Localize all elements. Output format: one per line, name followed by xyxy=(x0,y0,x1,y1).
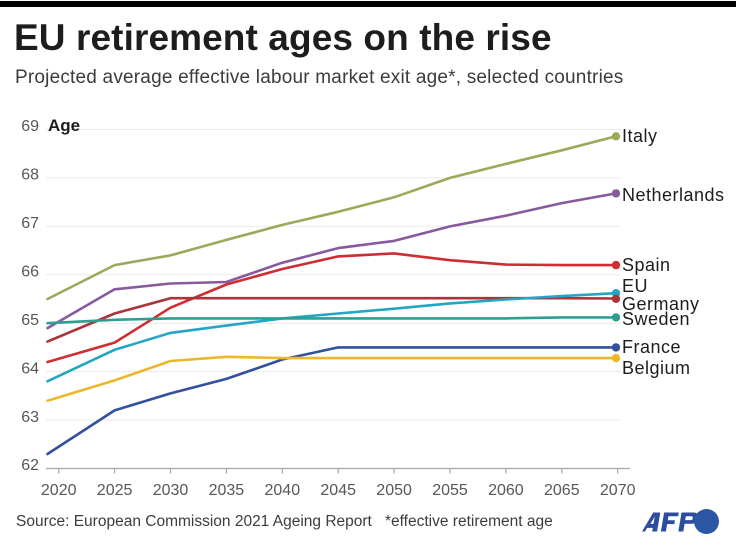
svg-text:Italy: Italy xyxy=(622,126,658,146)
svg-text:Germany: Germany xyxy=(622,294,700,314)
svg-text:64: 64 xyxy=(21,361,39,378)
svg-text:Sweden: Sweden xyxy=(622,309,690,329)
svg-text:2035: 2035 xyxy=(209,482,245,499)
svg-text:Netherlands: Netherlands xyxy=(622,185,725,205)
svg-text:68: 68 xyxy=(21,167,39,184)
svg-text:2070: 2070 xyxy=(600,482,636,499)
svg-text:EU: EU xyxy=(622,276,648,296)
svg-text:France: France xyxy=(622,337,681,357)
svg-text:2050: 2050 xyxy=(376,482,412,499)
svg-text:62: 62 xyxy=(21,457,39,474)
svg-text:66: 66 xyxy=(21,264,39,281)
svg-text:2065: 2065 xyxy=(544,482,580,499)
svg-text:2040: 2040 xyxy=(265,482,301,499)
svg-text:Spain: Spain xyxy=(622,255,671,275)
svg-text:Belgium: Belgium xyxy=(622,358,691,378)
svg-text:2045: 2045 xyxy=(320,482,356,499)
svg-text:2060: 2060 xyxy=(488,482,524,499)
svg-text:2030: 2030 xyxy=(153,482,189,499)
svg-text:Age: Age xyxy=(48,116,80,135)
svg-text:65: 65 xyxy=(21,312,39,329)
svg-text:69: 69 xyxy=(21,118,39,135)
svg-text:2020: 2020 xyxy=(41,482,77,499)
svg-text:2025: 2025 xyxy=(97,482,133,499)
svg-text:67: 67 xyxy=(21,215,39,232)
svg-text:2055: 2055 xyxy=(432,482,468,499)
svg-text:63: 63 xyxy=(21,409,39,426)
